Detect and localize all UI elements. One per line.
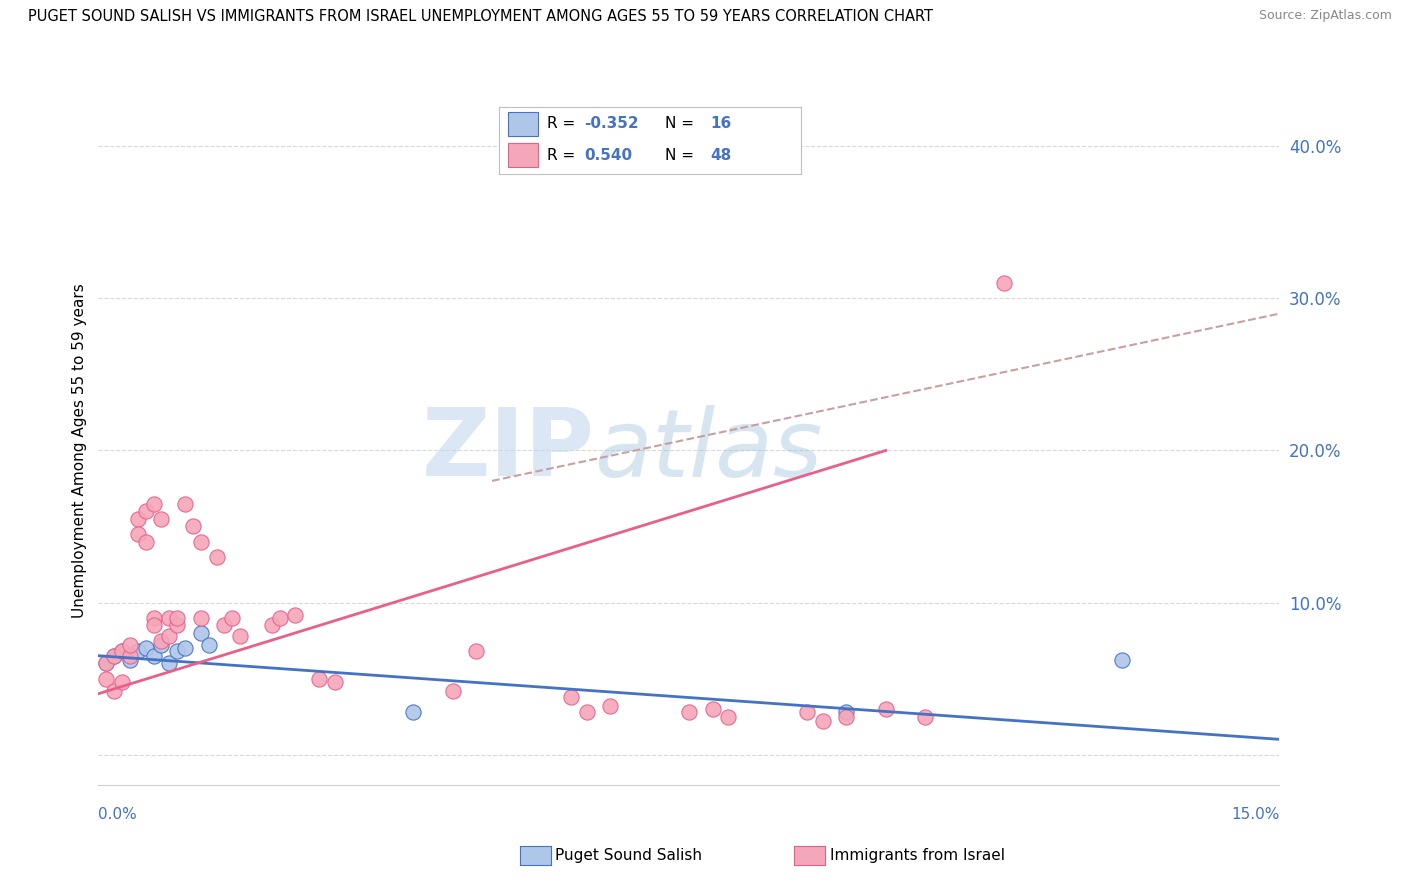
Point bbox=[103, 648, 125, 663]
Text: -0.352: -0.352 bbox=[583, 116, 638, 131]
Point bbox=[441, 683, 464, 698]
Point bbox=[127, 644, 149, 658]
Point bbox=[111, 644, 134, 658]
Text: R =: R = bbox=[547, 116, 581, 131]
Text: Puget Sound Salish: Puget Sound Salish bbox=[555, 848, 703, 863]
Text: 15.0%: 15.0% bbox=[1232, 807, 1279, 822]
Text: atlas: atlas bbox=[595, 405, 823, 496]
Point bbox=[142, 611, 165, 625]
Point bbox=[284, 607, 307, 622]
Point bbox=[465, 644, 488, 658]
Text: 48: 48 bbox=[710, 148, 733, 162]
Point bbox=[914, 709, 936, 723]
Bar bbox=[508, 144, 538, 168]
Point bbox=[323, 674, 346, 689]
Point bbox=[103, 683, 125, 698]
Point bbox=[197, 638, 219, 652]
Y-axis label: Unemployment Among Ages 55 to 59 years: Unemployment Among Ages 55 to 59 years bbox=[72, 283, 87, 618]
Point bbox=[111, 674, 134, 689]
Text: Immigrants from Israel: Immigrants from Israel bbox=[830, 848, 1004, 863]
Text: PUGET SOUND SALISH VS IMMIGRANTS FROM ISRAEL UNEMPLOYMENT AMONG AGES 55 TO 59 YE: PUGET SOUND SALISH VS IMMIGRANTS FROM IS… bbox=[28, 9, 934, 24]
Point bbox=[96, 657, 118, 671]
Point bbox=[560, 690, 582, 704]
Text: Source: ZipAtlas.com: Source: ZipAtlas.com bbox=[1258, 9, 1392, 22]
Point bbox=[796, 705, 818, 719]
Point bbox=[157, 611, 180, 625]
Point bbox=[174, 641, 197, 656]
Point bbox=[702, 702, 724, 716]
Point bbox=[142, 648, 165, 663]
Point bbox=[166, 644, 188, 658]
Point bbox=[118, 648, 141, 663]
Point bbox=[127, 527, 149, 541]
Point bbox=[150, 633, 173, 648]
Point bbox=[190, 611, 212, 625]
Text: 16: 16 bbox=[710, 116, 733, 131]
Point bbox=[190, 626, 212, 640]
Point bbox=[678, 705, 700, 719]
Point bbox=[214, 618, 236, 632]
Text: R =: R = bbox=[547, 148, 581, 162]
Point bbox=[308, 672, 330, 686]
Text: N =: N = bbox=[665, 148, 699, 162]
Point bbox=[717, 709, 740, 723]
Point bbox=[96, 672, 118, 686]
Point bbox=[142, 618, 165, 632]
Point bbox=[221, 611, 243, 625]
Point bbox=[142, 497, 165, 511]
Point bbox=[174, 497, 197, 511]
Point bbox=[402, 705, 425, 719]
Point bbox=[811, 714, 834, 728]
Point bbox=[599, 698, 621, 713]
Point bbox=[229, 629, 252, 643]
Point bbox=[118, 653, 141, 667]
Point bbox=[1111, 653, 1133, 667]
Point bbox=[166, 618, 188, 632]
Point bbox=[150, 512, 173, 526]
Point bbox=[835, 705, 858, 719]
Point bbox=[127, 512, 149, 526]
Point bbox=[103, 648, 125, 663]
Point bbox=[205, 549, 228, 564]
Text: ZIP: ZIP bbox=[422, 404, 595, 497]
Point bbox=[135, 534, 157, 549]
Point bbox=[135, 641, 157, 656]
Point bbox=[575, 705, 598, 719]
Point bbox=[118, 638, 141, 652]
Point bbox=[835, 709, 858, 723]
Text: N =: N = bbox=[665, 116, 699, 131]
Point bbox=[150, 638, 173, 652]
Point bbox=[157, 629, 180, 643]
Point bbox=[190, 534, 212, 549]
Point bbox=[260, 618, 283, 632]
Point bbox=[135, 504, 157, 518]
Point bbox=[96, 657, 118, 671]
Bar bbox=[508, 112, 538, 136]
Point bbox=[875, 702, 897, 716]
Point bbox=[157, 657, 180, 671]
Point bbox=[111, 644, 134, 658]
Text: 0.540: 0.540 bbox=[583, 148, 631, 162]
Text: 0.0%: 0.0% bbox=[98, 807, 138, 822]
Point bbox=[269, 611, 291, 625]
Point bbox=[993, 277, 1015, 291]
Point bbox=[166, 611, 188, 625]
Point bbox=[181, 519, 204, 533]
